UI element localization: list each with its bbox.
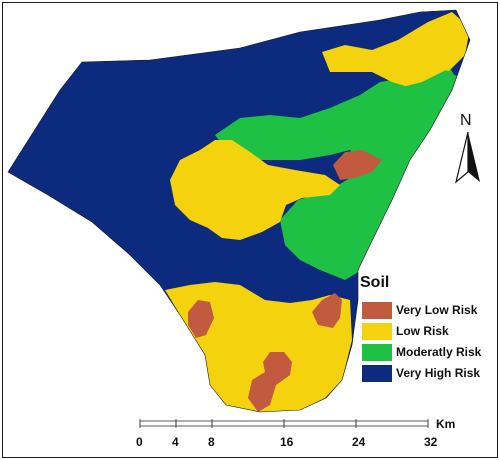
- legend-swatch-very-low-risk: [362, 302, 392, 319]
- scale-bar-segment: [211, 420, 285, 427]
- legend-label: Low Risk: [396, 324, 449, 338]
- scale-bar: Km 0 4 8 16 24 32: [130, 413, 460, 453]
- legend-title: Soil: [360, 274, 390, 291]
- scale-unit: Km: [436, 417, 456, 431]
- scale-bar-segment: [283, 420, 357, 427]
- legend-label: Very High Risk: [396, 366, 481, 380]
- scale-tick-label: 32: [424, 435, 438, 449]
- legend-swatch-low-risk: [362, 323, 392, 340]
- very-low-risk-zone-south: [248, 352, 292, 412]
- legend-item-very-low-risk: Very Low Risk: [360, 302, 496, 322]
- low-risk-zone-northeast: [322, 12, 470, 88]
- legend-item-low-risk: Low Risk: [360, 323, 496, 343]
- very-low-risk-zone-east: [333, 150, 382, 180]
- legend-item-moderate-risk: Moderatly Risk: [360, 344, 496, 364]
- legend-label: Very Low Risk: [396, 303, 478, 317]
- scale-bar-segment: [355, 420, 429, 427]
- legend-label: Moderatly Risk: [396, 345, 482, 359]
- north-arrow-icon: [454, 132, 480, 184]
- scale-tick-label: 8: [208, 435, 215, 449]
- region-outline: [7, 9, 471, 413]
- north-arrow: N: [452, 112, 482, 186]
- north-letter: N: [460, 112, 472, 129]
- scale-bar-segment: [175, 420, 213, 427]
- low-risk-zone-central: [170, 140, 340, 240]
- scale-bar-graphic: [139, 419, 429, 428]
- moderate-risk-zone-east: [215, 68, 460, 280]
- scale-tick-label: 24: [352, 435, 366, 449]
- legend: Soil Very Low Risk Low Risk Moderatly Ri…: [360, 272, 496, 384]
- legend-item-very-high-risk: Very High Risk: [360, 365, 496, 385]
- scale-tick-label: 4: [172, 435, 179, 449]
- very-low-risk-zone-southwest: [188, 300, 214, 338]
- scale-tick-label: 0: [136, 435, 143, 449]
- very-low-risk-zone-southeast: [312, 293, 342, 328]
- scale-tick-label: 16: [280, 435, 294, 449]
- scale-bar-segment: [139, 420, 177, 427]
- legend-swatch-moderate-risk: [362, 344, 392, 361]
- legend-swatch-very-high-risk: [362, 365, 392, 382]
